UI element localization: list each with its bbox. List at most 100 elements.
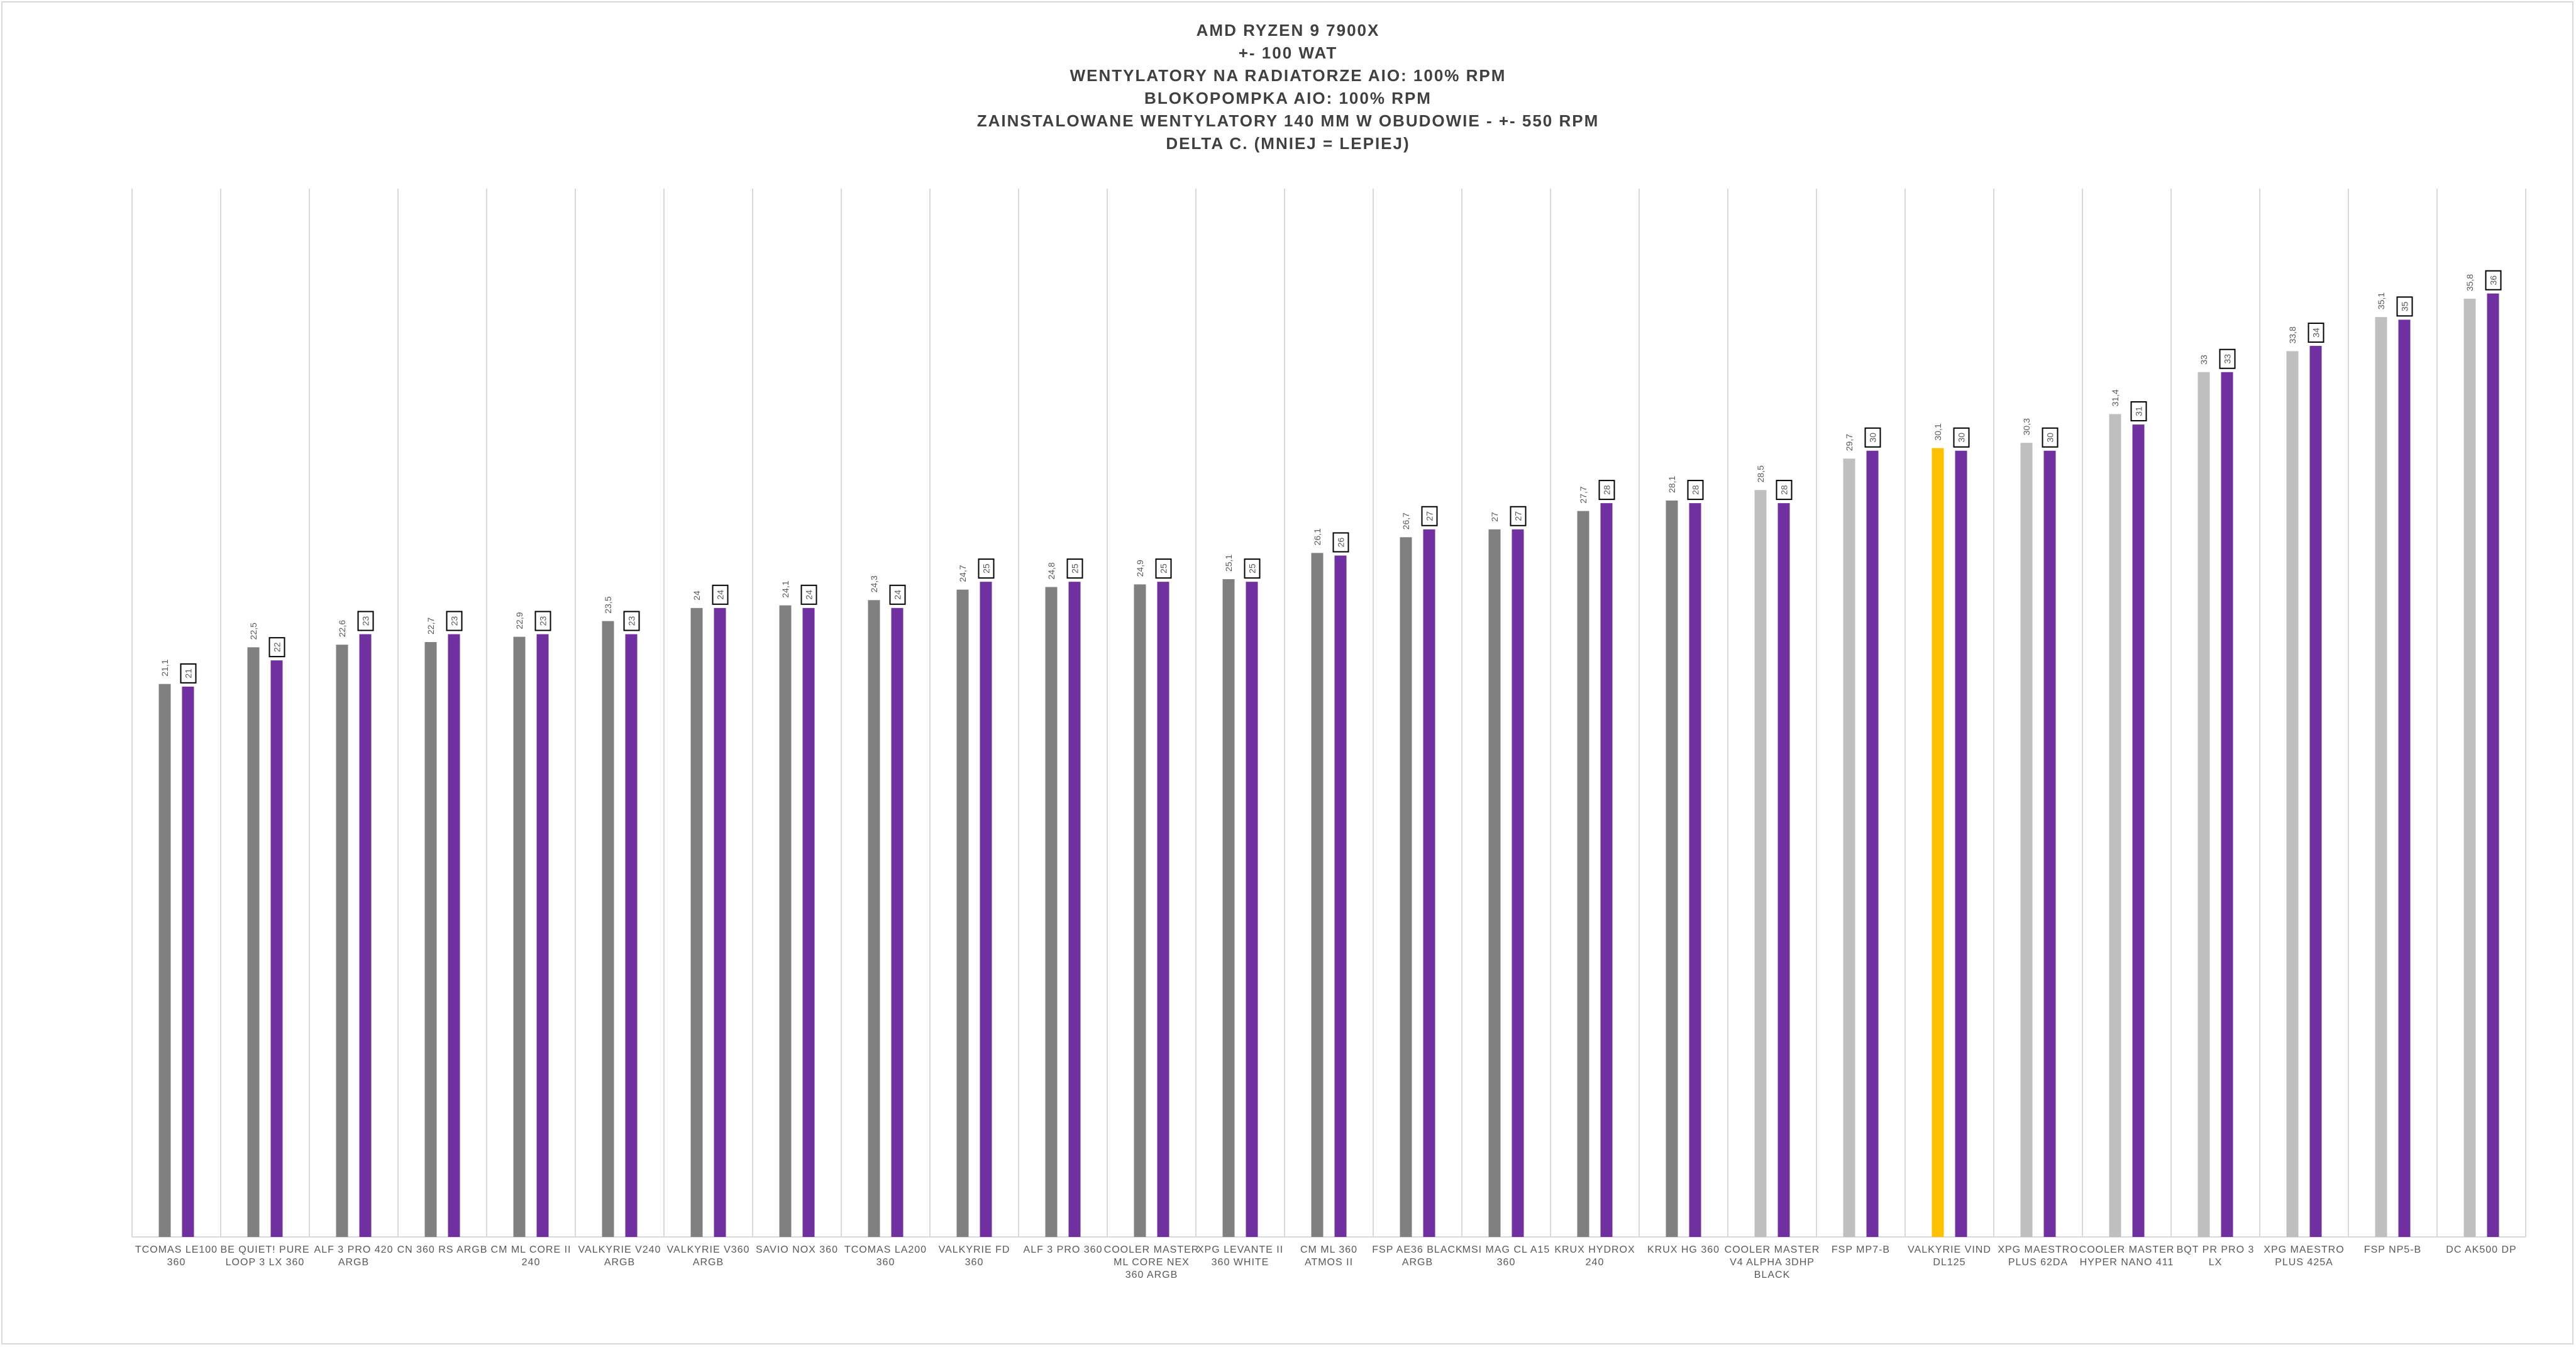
data-label-series1: 33 bbox=[2199, 355, 2209, 365]
data-label-series1: 23,5 bbox=[603, 596, 613, 613]
bar-series1 bbox=[247, 647, 260, 1237]
data-label-series1: 24,8 bbox=[1046, 562, 1056, 579]
data-label-box bbox=[1864, 427, 1881, 448]
bar-series1 bbox=[1577, 511, 1589, 1237]
bar-series1 bbox=[158, 684, 171, 1237]
bar-series1 bbox=[1222, 579, 1235, 1237]
bar-series2 bbox=[1423, 529, 1435, 1237]
data-label-box bbox=[889, 584, 906, 605]
bar-series1 bbox=[424, 641, 437, 1237]
data-label-series2: 25 bbox=[1159, 563, 1169, 574]
bar-series1 bbox=[1843, 458, 1855, 1238]
data-label-box bbox=[800, 584, 817, 605]
title-line-1: AMD RYZEN 9 7900X bbox=[1196, 21, 1380, 40]
data-label-series1: 24,3 bbox=[869, 575, 879, 592]
data-label-box bbox=[1066, 558, 1083, 579]
title-line-5: ZAINSTALOWANE WENTYLATORY 140 MM W OBUDO… bbox=[976, 111, 1600, 130]
data-label-box bbox=[1776, 480, 1793, 501]
data-label-series1: 28,5 bbox=[1755, 465, 1766, 482]
category-label: VALKYRIE V360 ARGB bbox=[667, 1244, 750, 1268]
bar-series1 bbox=[2020, 443, 2033, 1237]
data-label-box bbox=[1687, 480, 1704, 501]
data-label-series2: 34 bbox=[2311, 328, 2321, 338]
data-label-series1: 27 bbox=[1490, 512, 1500, 522]
bar-series2 bbox=[1600, 503, 1613, 1237]
bar-series2 bbox=[980, 582, 992, 1237]
bar-series2 bbox=[359, 634, 372, 1237]
data-label-series1: 22,9 bbox=[514, 612, 524, 629]
bar-series2 bbox=[802, 607, 815, 1237]
data-label-series2: 28 bbox=[1602, 485, 1612, 495]
bar-series1 bbox=[1311, 553, 1324, 1237]
category-label: CN 360 RS ARGB bbox=[397, 1244, 488, 1255]
bar-series2 bbox=[1246, 582, 1258, 1237]
bar-series1 bbox=[779, 605, 792, 1237]
chart-title: AMD RYZEN 9 7900X +- 100 WAT WENTYLATORY… bbox=[0, 19, 2576, 155]
data-label-series1: 24,1 bbox=[780, 580, 790, 597]
data-label-series1: 30,1 bbox=[1933, 423, 1943, 440]
data-label-box bbox=[1598, 480, 1615, 501]
data-label-series1: 28,1 bbox=[1667, 475, 1677, 492]
bar-series1 bbox=[513, 636, 526, 1237]
data-label-series1: 26,1 bbox=[1312, 528, 1322, 545]
data-label-box bbox=[2130, 401, 2147, 422]
data-label-series2: 30 bbox=[1868, 433, 1878, 443]
data-label-box bbox=[1155, 558, 1172, 579]
bar-series1 bbox=[1045, 587, 1058, 1238]
category-label: CM ML CORE II 240 bbox=[491, 1244, 572, 1268]
data-label-series2: 28 bbox=[1691, 485, 1701, 495]
category-label: KRUX HYDROX 240 bbox=[1554, 1244, 1635, 1268]
bar-series1 bbox=[2375, 317, 2387, 1237]
bar-series1 bbox=[2286, 351, 2299, 1237]
title-line-4: BLOKOPOMPKA AIO: 100% RPM bbox=[1144, 89, 1432, 108]
category-label: COOLER MASTER HYPER NANO 411 bbox=[2079, 1244, 2175, 1268]
data-label-box bbox=[2308, 323, 2324, 343]
title-line-3: WENTYLATORY NA RADIATORZE AIO: 100% RPM bbox=[1070, 66, 1506, 85]
data-label-series1: 22,5 bbox=[248, 623, 258, 640]
bar-series2 bbox=[1157, 582, 1169, 1237]
bar-series1 bbox=[1134, 584, 1146, 1237]
bar-series2 bbox=[2309, 346, 2322, 1237]
title-line-6: DELTA C. (MNIEJ = LEPIEJ) bbox=[1166, 134, 1410, 153]
data-label-series2: 21 bbox=[184, 668, 194, 679]
data-label-series1: 30,3 bbox=[2021, 418, 2032, 435]
data-label-series2: 30 bbox=[1957, 433, 1967, 443]
title-line-2: +- 100 WAT bbox=[1238, 43, 1338, 62]
bar-series2 bbox=[1512, 529, 1524, 1237]
data-label-box bbox=[446, 611, 463, 631]
category-label: KRUX HG 360 bbox=[1647, 1244, 1720, 1255]
bar-series2 bbox=[536, 634, 549, 1237]
bar-series2 bbox=[2221, 372, 2233, 1237]
category-label: MSI MAG CL A15 360 bbox=[1462, 1244, 1551, 1268]
bar-series2 bbox=[1334, 555, 1347, 1238]
data-label-box bbox=[1244, 558, 1261, 579]
category-label: TCOMAS LA200 360 bbox=[844, 1244, 927, 1268]
category-label: DC AK500 DP bbox=[2446, 1244, 2516, 1255]
bar-series1 bbox=[868, 600, 880, 1237]
bar-series2 bbox=[1866, 450, 1879, 1237]
data-label-series1: 24,9 bbox=[1135, 560, 1145, 577]
bar-series1 bbox=[2109, 414, 2121, 1237]
category-label: VALKYRIE V240 ARGB bbox=[578, 1244, 661, 1268]
data-label-series1: 35,1 bbox=[2376, 292, 2386, 309]
data-label-box bbox=[1953, 427, 1970, 448]
data-label-box bbox=[712, 584, 729, 605]
data-label-series2: 30 bbox=[2045, 433, 2055, 443]
data-label-series1: 31,4 bbox=[2110, 389, 2120, 406]
data-label-series2: 35 bbox=[2400, 301, 2410, 311]
data-label-series2: 27 bbox=[1513, 511, 1523, 521]
bar-series1 bbox=[1932, 448, 1944, 1237]
category-label: XPG MAESTRO PLUS 425A bbox=[2264, 1244, 2344, 1268]
data-label-series1: 27,7 bbox=[1578, 486, 1588, 503]
bar-series1 bbox=[602, 621, 614, 1237]
data-label-box bbox=[623, 611, 640, 631]
bar-series1 bbox=[1666, 500, 1678, 1237]
bar-series1 bbox=[2197, 372, 2210, 1237]
data-label-series2: 31 bbox=[2134, 406, 2144, 416]
data-label-series2: 25 bbox=[1070, 563, 1080, 574]
bar-series2 bbox=[1068, 582, 1081, 1237]
category-label: COOLER MASTER ML CORE NEX 360 ARGB bbox=[1104, 1244, 1200, 1280]
data-label-series2: 27 bbox=[1425, 511, 1435, 521]
